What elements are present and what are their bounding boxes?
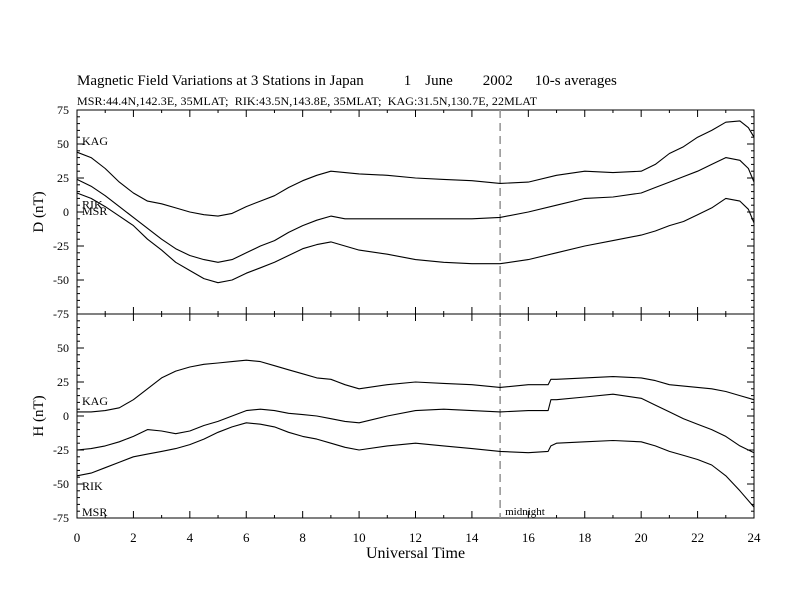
series-label-rik: RIK [82,197,103,211]
x-tick-label: 22 [691,530,704,545]
series-line-rik [76,157,755,263]
y-tick-label: -50 [53,477,69,491]
axes-layer [76,109,755,519]
y-axis-label: D (nT) [31,191,47,232]
y-tick-label: 0 [63,205,69,219]
series-label-rik: RIK [82,479,103,493]
y-tick-label: 50 [57,137,69,151]
x-axis-label: Universal Time [366,545,465,562]
y-tick-label: -25 [53,443,69,457]
title-text: Magnetic Field Variations at 3 Stations … [77,73,364,89]
chart-subtitle: MSR:44.4N,142.3E, 35MLAT; RIK:43.5N,143.… [77,94,538,108]
x-tick-label: 4 [187,530,194,545]
x-tick-label: 8 [299,530,306,545]
x-tick-label: 14 [465,530,479,545]
series-label-msr: MSR [82,204,107,218]
series-label-kag: KAG [82,134,108,148]
x-tick-label: 18 [578,530,591,545]
title-day: 1 [403,73,412,89]
series-line-msr [76,422,755,508]
series-line-kag [77,359,755,413]
x-tick-label: 10 [353,530,366,545]
x-tick-label: 16 [522,530,536,545]
x-tick-label: 0 [74,530,81,545]
panel-frame [76,313,755,519]
x-tick-label: 12 [409,530,422,545]
title-averaging: 10-s averages [534,73,617,89]
panel-frame [76,109,755,315]
chart-title: Magnetic Field Variations at 3 Stations … [77,73,617,90]
y-tick-label: 50 [57,341,69,355]
series-label-msr: MSR [82,505,107,519]
series-line-kag [76,120,755,217]
series-line-msr [76,192,755,284]
x-tick-label: 6 [243,530,250,545]
title-month: June [425,73,453,89]
x-tick-label: 2 [130,530,137,545]
title-year: 2002 [482,73,513,89]
y-tick-label: 0 [63,409,69,423]
y-tick-label: 25 [57,171,69,185]
midnight-label: midnight [505,506,545,518]
y-tick-label: -75 [53,511,69,525]
y-tick-label: -25 [53,239,69,253]
series-layer [76,120,755,508]
series-label-kag: KAG [82,394,108,408]
y-tick-label: -75 [53,307,69,321]
y-axis-label: H (nT) [31,395,47,436]
y-tick-label: 25 [57,375,69,389]
y-tick-label: -50 [53,273,69,287]
series-line-rik [76,393,755,454]
y-tick-label: 75 [57,103,69,117]
x-tick-label: 20 [635,530,648,545]
x-tick-label: 24 [748,530,762,545]
